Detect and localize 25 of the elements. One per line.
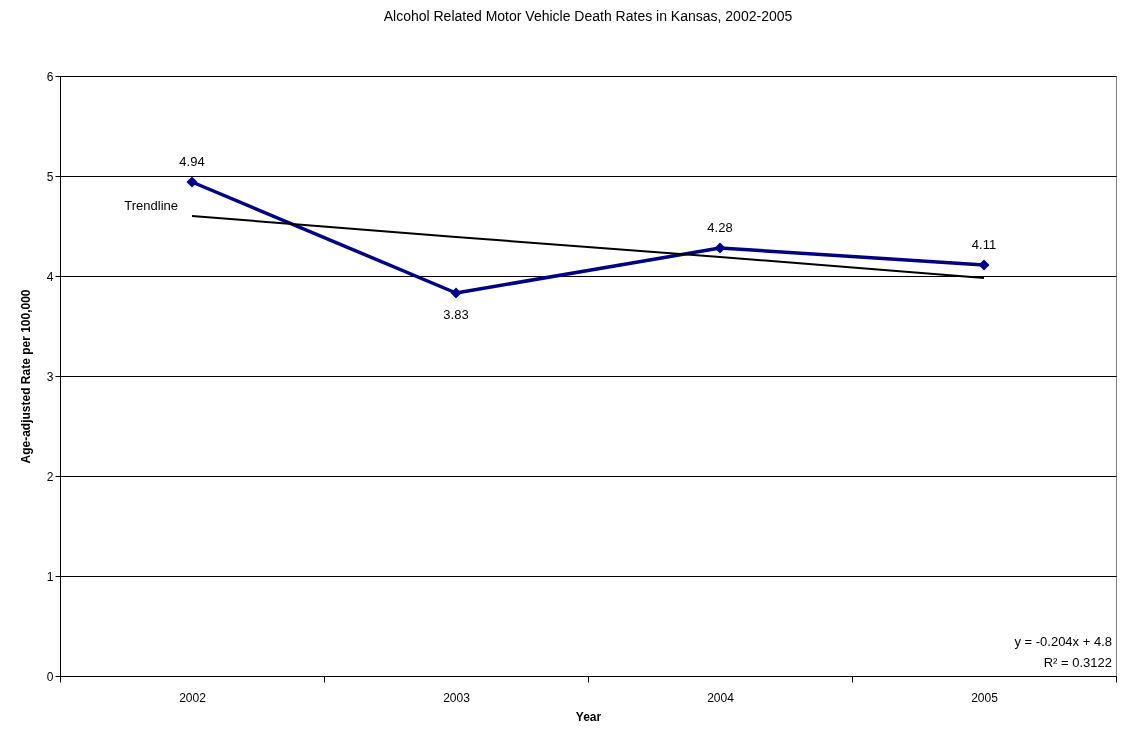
point — [714, 242, 726, 254]
x-tick-label: 2003 — [443, 690, 471, 705]
point — [186, 176, 198, 188]
x-tick-label: 2005 — [971, 690, 999, 705]
annotation: y = -0.204x + 4.8 — [1014, 634, 1112, 649]
chart-title: Alcohol Related Motor Vehicle Death Rates in Kansas, 2002-2005 — [383, 8, 793, 24]
y-tick-label: 0 — [46, 669, 54, 684]
y-tick-label: 6 — [46, 69, 54, 84]
x-tick-label: 2004 — [707, 690, 735, 705]
point — [978, 259, 990, 271]
y-axis-title: Age-adjusted Rate per 100,000 — [18, 289, 33, 464]
series-label: Trendline — [124, 198, 178, 213]
y-tick-label: 1 — [46, 569, 54, 584]
y-tick-label: 5 — [46, 169, 54, 184]
x-axis-title: Year — [575, 709, 602, 724]
data-label: 4.11 — [971, 237, 997, 252]
point — [450, 287, 462, 299]
x-tick-label: 2002 — [179, 690, 207, 705]
data-label: 3.83 — [443, 307, 469, 322]
y-tick-label: 4 — [46, 269, 54, 284]
data-label: 4.94 — [179, 154, 205, 169]
data-label: 4.28 — [707, 220, 733, 235]
y-tick-label: 3 — [46, 369, 54, 384]
y-tick-label: 2 — [46, 469, 54, 484]
annotation: R² = 0.3122 — [1043, 655, 1112, 670]
